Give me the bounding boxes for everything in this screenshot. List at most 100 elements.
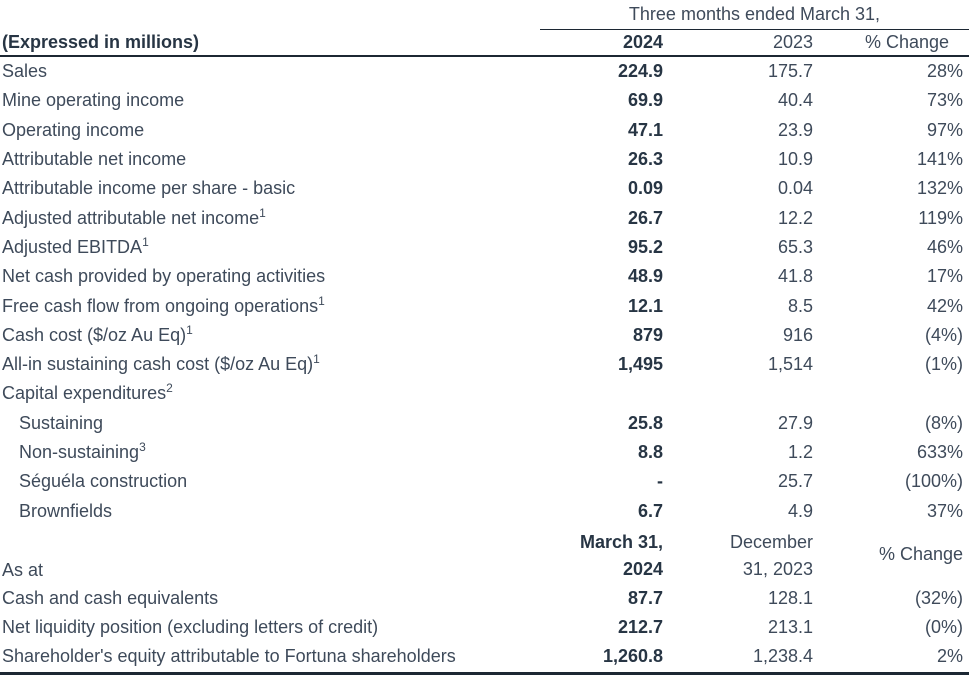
footnote-ref: 1 (313, 352, 320, 367)
table-row-aisc: All-in sustaining cash cost ($/oz Au Eq)… (0, 350, 969, 379)
table-row-adjusted-attributable-net-income: Adjusted attributable net income1 26.7 1… (0, 203, 969, 232)
value-2023: 25.7 (777, 471, 813, 492)
footnote-ref: 3 (139, 440, 146, 454)
column-header-pct-change: % Change (864, 32, 949, 52)
table-row-net-liquidity: Net liquidity position (excluding letter… (0, 613, 969, 642)
value-2024: 25.8 (627, 412, 663, 433)
value-change: 37% (926, 500, 963, 521)
table-row-net-cash-operating: Net cash provided by operating activitie… (0, 262, 969, 291)
row-label: Séguéla construction (19, 471, 188, 492)
row-label: Attributable net income (2, 149, 187, 170)
table-row-attributable-net-income: Attributable net income 26.3 10.9 141% (0, 145, 969, 174)
value-2024: 47.1 (627, 119, 663, 140)
value-2023: 65.3 (777, 236, 813, 257)
table-row-sales: Sales 224.9 175.7 28% (0, 57, 969, 86)
value-change: (8%) (924, 412, 963, 433)
value-2023: 175.7 (767, 61, 813, 82)
value-2023: 128.1 (767, 587, 813, 608)
value-change: (100%) (904, 471, 963, 492)
spanning-header-row: Three months ended March 31, (0, 0, 969, 30)
table-row-mine-operating-income: Mine operating income 69.9 40.4 73% (0, 86, 969, 115)
table-row-free-cash-flow: Free cash flow from ongoing operations1 … (0, 291, 969, 320)
value-2024: 879 (632, 324, 663, 345)
value-2023: 12.2 (777, 207, 813, 228)
value-2023: 213.1 (767, 617, 813, 638)
value-2024: 95.2 (627, 236, 663, 257)
table-row-sustaining: Sustaining 25.8 27.9 (8%) (0, 409, 969, 438)
value-change: (0%) (924, 617, 963, 638)
value-change: 141% (916, 149, 963, 170)
row-label: Adjusted attributable net income (2, 207, 260, 228)
row-label: Attributable income per share - basic (2, 178, 296, 199)
row-label: Sustaining (19, 412, 104, 433)
value-2023: 916 (782, 324, 813, 345)
value-2023: 23.9 (777, 119, 813, 140)
footnote-ref: 1 (186, 322, 193, 337)
as-at-header-row: As at March 31, 2024 December 31, 2023 %… (0, 526, 969, 584)
value-2023: 1,514 (767, 354, 813, 375)
value-2023: 8.5 (787, 295, 813, 316)
value-2024: 6.7 (637, 500, 663, 521)
value-2023: 0.04 (777, 178, 813, 199)
value-change: 2% (936, 646, 963, 667)
table-row-cash-cost: Cash cost ($/oz Au Eq)1 879 916 (4%) (0, 321, 969, 350)
row-label: Operating income (2, 119, 145, 140)
value-change: (1%) (924, 354, 963, 375)
as-at-column-header-2024: March 31, 2024 (579, 531, 663, 579)
row-label: Capital expenditures (2, 383, 167, 404)
value-change: (4%) (924, 324, 963, 345)
row-label: Sales (2, 61, 48, 82)
table-row-cash-equivalents: Cash and cash equivalents 87.7 128.1 (32… (0, 584, 969, 613)
value-change: 17% (926, 266, 963, 287)
table-row-capital-expenditures: Capital expenditures2 (0, 379, 969, 408)
value-2023: 41.8 (777, 266, 813, 287)
value-2024: 26.3 (627, 149, 663, 170)
value-2023: 27.9 (777, 412, 813, 433)
row-label: Brownfields (19, 500, 113, 521)
value-2023: 4.9 (787, 500, 813, 521)
value-2024: 12.1 (627, 295, 663, 316)
value-change: 97% (926, 119, 963, 140)
value-change: 633% (916, 442, 963, 462)
footnote-ref: 1 (142, 234, 149, 249)
value-change: 132% (916, 178, 963, 199)
table-row-seguela-construction: Séguéla construction - 25.7 (100%) (0, 467, 969, 496)
footnote-ref: 2 (166, 381, 173, 396)
value-change: 46% (926, 236, 963, 257)
row-label: Free cash flow from ongoing operations (2, 295, 319, 316)
table-row-income-per-share: Attributable income per share - basic 0.… (0, 174, 969, 203)
value-2023: 1,238.4 (752, 646, 813, 667)
value-2024: - (657, 471, 663, 492)
table-row-non-sustaining: Non-sustaining3 8.8 1.2 633% (0, 438, 969, 467)
column-header-row: (Expressed in millions) 2024 2023 % Chan… (0, 30, 969, 57)
value-2024: 48.9 (627, 266, 663, 287)
value-change: (32%) (914, 587, 963, 608)
table-row-adjusted-ebitda: Adjusted EBITDA1 95.2 65.3 46% (0, 233, 969, 262)
value-2023: 1.2 (787, 442, 813, 462)
value-2023: 40.4 (777, 90, 813, 111)
value-change: 73% (926, 90, 963, 111)
value-2024: 224.9 (617, 61, 663, 82)
value-change: 119% (918, 207, 963, 228)
as-at-label: As at (2, 559, 44, 580)
as-at-column-header-pct-change: % Change (878, 544, 963, 565)
footnote-ref: 1 (318, 293, 325, 308)
row-label: Net cash provided by operating activitie… (2, 266, 326, 287)
value-2024: 69.9 (627, 90, 663, 111)
value-change: 28% (926, 61, 963, 82)
row-label: Non-sustaining (19, 442, 140, 462)
value-2024: 1,260.8 (602, 646, 663, 667)
row-label: Net liquidity position (excluding letter… (2, 617, 379, 638)
column-header-2023: 2023 (772, 32, 813, 52)
row-label: Cash and cash equivalents (2, 587, 219, 608)
table-row-shareholders-equity: Shareholder's equity attributable to For… (0, 642, 969, 671)
row-label: Cash cost ($/oz Au Eq) (2, 324, 187, 345)
row-label: Adjusted EBITDA (2, 236, 143, 257)
row-label: Shareholder's equity attributable to For… (2, 646, 456, 667)
row-label: Mine operating income (2, 90, 185, 111)
table-row-brownfields: Brownfields 6.7 4.9 37% (0, 496, 969, 525)
expressed-in-millions-label: (Expressed in millions) (2, 32, 200, 52)
value-change: 42% (926, 295, 963, 316)
value-2024: 1,495 (617, 354, 663, 375)
